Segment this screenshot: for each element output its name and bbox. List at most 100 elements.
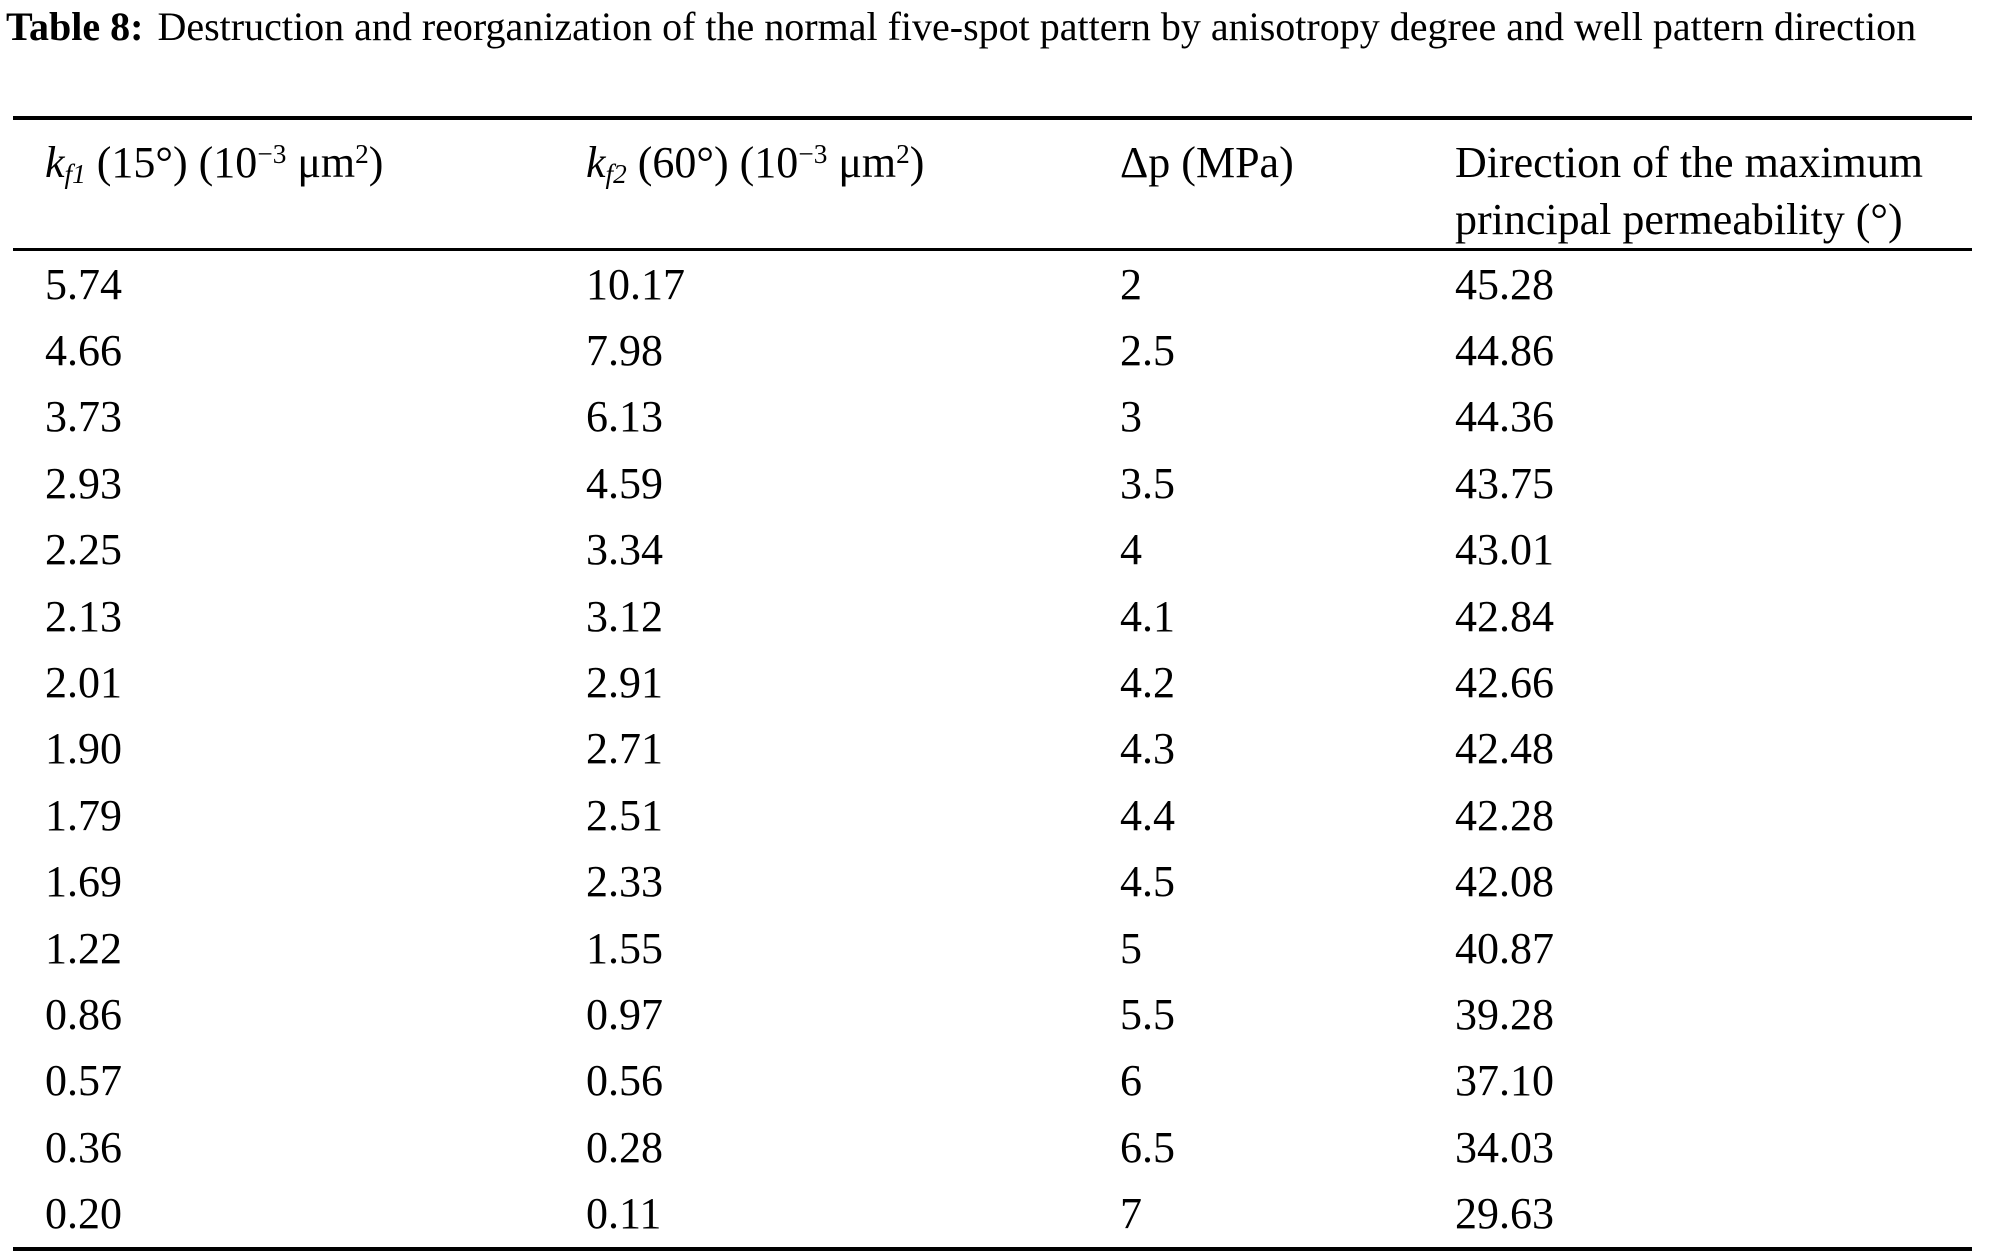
cell-dp: 4.3 bbox=[1120, 724, 1175, 774]
cell-dp: 4.5 bbox=[1120, 857, 1175, 907]
cell-kf2: 2.71 bbox=[586, 724, 663, 774]
header-segment: −3 bbox=[798, 138, 828, 169]
cell-kf2: 0.97 bbox=[586, 989, 663, 1039]
header-segment: (60°) (10 bbox=[626, 138, 799, 187]
cell-kf2: 3.34 bbox=[586, 525, 663, 575]
cell-kf2: 7.98 bbox=[586, 326, 663, 376]
cell-kf2: 0.56 bbox=[586, 1056, 663, 1106]
column-header-kf2: kf2 (60°) (10−3 μm2) bbox=[586, 120, 1120, 251]
header-segment: Δp (MPa) bbox=[1120, 138, 1294, 187]
table-row: 0.86 0.97 5.5 39.28 bbox=[13, 981, 1972, 1047]
table-row: 2.13 3.12 4.1 42.84 bbox=[13, 583, 1972, 649]
cell-direction: 42.84 bbox=[1455, 591, 1554, 641]
caption-label: Table 8: bbox=[6, 4, 144, 49]
cell-direction: 44.36 bbox=[1455, 392, 1554, 442]
cell-kf1: 2.93 bbox=[45, 458, 122, 508]
cell-kf2: 6.13 bbox=[586, 392, 663, 442]
cell-kf1: 0.36 bbox=[45, 1122, 122, 1172]
header-segment: ) bbox=[909, 138, 925, 187]
table-row: 0.57 0.56 6 37.10 bbox=[13, 1048, 1972, 1114]
cell-kf1: 0.86 bbox=[45, 989, 122, 1039]
table-row: 4.66 7.98 2.5 44.86 bbox=[13, 317, 1972, 383]
cell-direction: 44.86 bbox=[1455, 326, 1554, 376]
cell-direction: 43.01 bbox=[1455, 525, 1554, 575]
cell-kf2: 10.17 bbox=[586, 259, 685, 309]
cell-dp: 2.5 bbox=[1120, 326, 1175, 376]
cell-direction: 29.63 bbox=[1455, 1189, 1554, 1239]
table-row: 2.25 3.34 4 43.01 bbox=[13, 517, 1972, 583]
table-row: 1.90 2.71 4.3 42.48 bbox=[13, 716, 1972, 782]
table-row: 1.79 2.51 4.4 42.28 bbox=[13, 782, 1972, 848]
cell-kf1: 1.69 bbox=[45, 857, 122, 907]
cell-kf1: 1.22 bbox=[45, 923, 122, 973]
data-table: kf1 (15°) (10−3 μm2) kf2 (60°) (10−3 μm2)… bbox=[13, 120, 1972, 1247]
cell-kf2: 0.28 bbox=[586, 1122, 663, 1172]
cell-kf2: 4.59 bbox=[586, 458, 663, 508]
cell-dp: 2 bbox=[1120, 259, 1142, 309]
cell-kf1: 2.25 bbox=[45, 525, 122, 575]
column-header-kf1: kf1 (15°) (10−3 μm2) bbox=[13, 120, 586, 251]
cell-kf1: 5.74 bbox=[45, 259, 122, 309]
header-segment: (15°) (10 bbox=[85, 138, 258, 187]
cell-direction: 40.87 bbox=[1455, 923, 1554, 973]
header-segment: 2 bbox=[355, 138, 369, 169]
cell-dp: 4 bbox=[1120, 525, 1142, 575]
header-segment: f1 bbox=[64, 159, 86, 189]
table-row: 0.36 0.28 6.5 34.03 bbox=[13, 1114, 1972, 1180]
cell-kf1: 2.01 bbox=[45, 658, 122, 708]
column-header-dp: Δp (MPa) bbox=[1120, 120, 1455, 251]
header-segment: 2 bbox=[896, 138, 910, 169]
header-segment: μm bbox=[286, 138, 356, 187]
header-row: kf1 (15°) (10−3 μm2) kf2 (60°) (10−3 μm2)… bbox=[13, 120, 1972, 251]
table-row: 1.69 2.33 4.5 42.08 bbox=[13, 849, 1972, 915]
cell-dp: 4.2 bbox=[1120, 658, 1175, 708]
table-row: 2.93 4.59 3.5 43.75 bbox=[13, 450, 1972, 516]
cell-dp: 3 bbox=[1120, 392, 1142, 442]
cell-dp: 6 bbox=[1120, 1056, 1142, 1106]
cell-direction: 39.28 bbox=[1455, 989, 1554, 1039]
cell-direction: 45.28 bbox=[1455, 259, 1554, 309]
table-row: 0.20 0.11 7 29.63 bbox=[13, 1180, 1972, 1246]
cell-kf2: 3.12 bbox=[586, 591, 663, 641]
cell-kf1: 0.57 bbox=[45, 1056, 122, 1106]
cell-direction: 37.10 bbox=[1455, 1056, 1554, 1106]
cell-kf1: 3.73 bbox=[45, 392, 122, 442]
header-segment: Direction of the maximum principal perme… bbox=[1455, 138, 1923, 244]
cell-direction: 42.48 bbox=[1455, 724, 1554, 774]
table-caption: Table 8: Destruction and reorganization o… bbox=[6, 2, 2002, 52]
cell-direction: 43.75 bbox=[1455, 458, 1554, 508]
table-body: 5.74 10.17 2 45.28 4.66 7.98 2.5 44.86 3.73 6.13 3… bbox=[13, 250, 1972, 1247]
cell-kf1: 1.79 bbox=[45, 790, 122, 840]
cell-kf1: 2.13 bbox=[45, 591, 122, 641]
cell-kf2: 0.11 bbox=[586, 1189, 662, 1239]
cell-dp: 6.5 bbox=[1120, 1122, 1175, 1172]
cell-dp: 5.5 bbox=[1120, 989, 1175, 1039]
cell-kf2: 2.91 bbox=[586, 658, 663, 708]
cell-dp: 3.5 bbox=[1120, 458, 1175, 508]
header-segment: ) bbox=[368, 138, 384, 187]
cell-kf2: 2.51 bbox=[586, 790, 663, 840]
header-segment: μm bbox=[827, 138, 897, 187]
cell-kf2: 1.55 bbox=[586, 923, 663, 973]
cell-direction: 42.08 bbox=[1455, 857, 1554, 907]
column-header-direction: Direction of the maximum principal perme… bbox=[1455, 120, 1972, 251]
data-table-block: kf1 (15°) (10−3 μm2) kf2 (60°) (10−3 μm2)… bbox=[13, 116, 1972, 1251]
cell-kf2: 2.33 bbox=[586, 857, 663, 907]
cell-dp: 4.1 bbox=[1120, 591, 1175, 641]
header-segment: f2 bbox=[605, 159, 627, 189]
table-row: 3.73 6.13 3 44.36 bbox=[13, 384, 1972, 450]
table-row: 1.22 1.55 5 40.87 bbox=[13, 915, 1972, 981]
cell-direction: 34.03 bbox=[1455, 1122, 1554, 1172]
caption-text: Destruction and reorganization of the no… bbox=[157, 4, 1917, 49]
cell-dp: 7 bbox=[1120, 1189, 1142, 1239]
cell-kf1: 0.20 bbox=[45, 1189, 122, 1239]
table-row: 2.01 2.91 4.2 42.66 bbox=[13, 649, 1972, 715]
header-segment: k bbox=[45, 138, 65, 187]
cell-dp: 5 bbox=[1120, 923, 1142, 973]
cell-dp: 4.4 bbox=[1120, 790, 1175, 840]
cell-direction: 42.66 bbox=[1455, 658, 1554, 708]
cell-kf1: 4.66 bbox=[45, 326, 122, 376]
header-segment: −3 bbox=[257, 138, 287, 169]
cell-direction: 42.28 bbox=[1455, 790, 1554, 840]
cell-kf1: 1.90 bbox=[45, 724, 122, 774]
